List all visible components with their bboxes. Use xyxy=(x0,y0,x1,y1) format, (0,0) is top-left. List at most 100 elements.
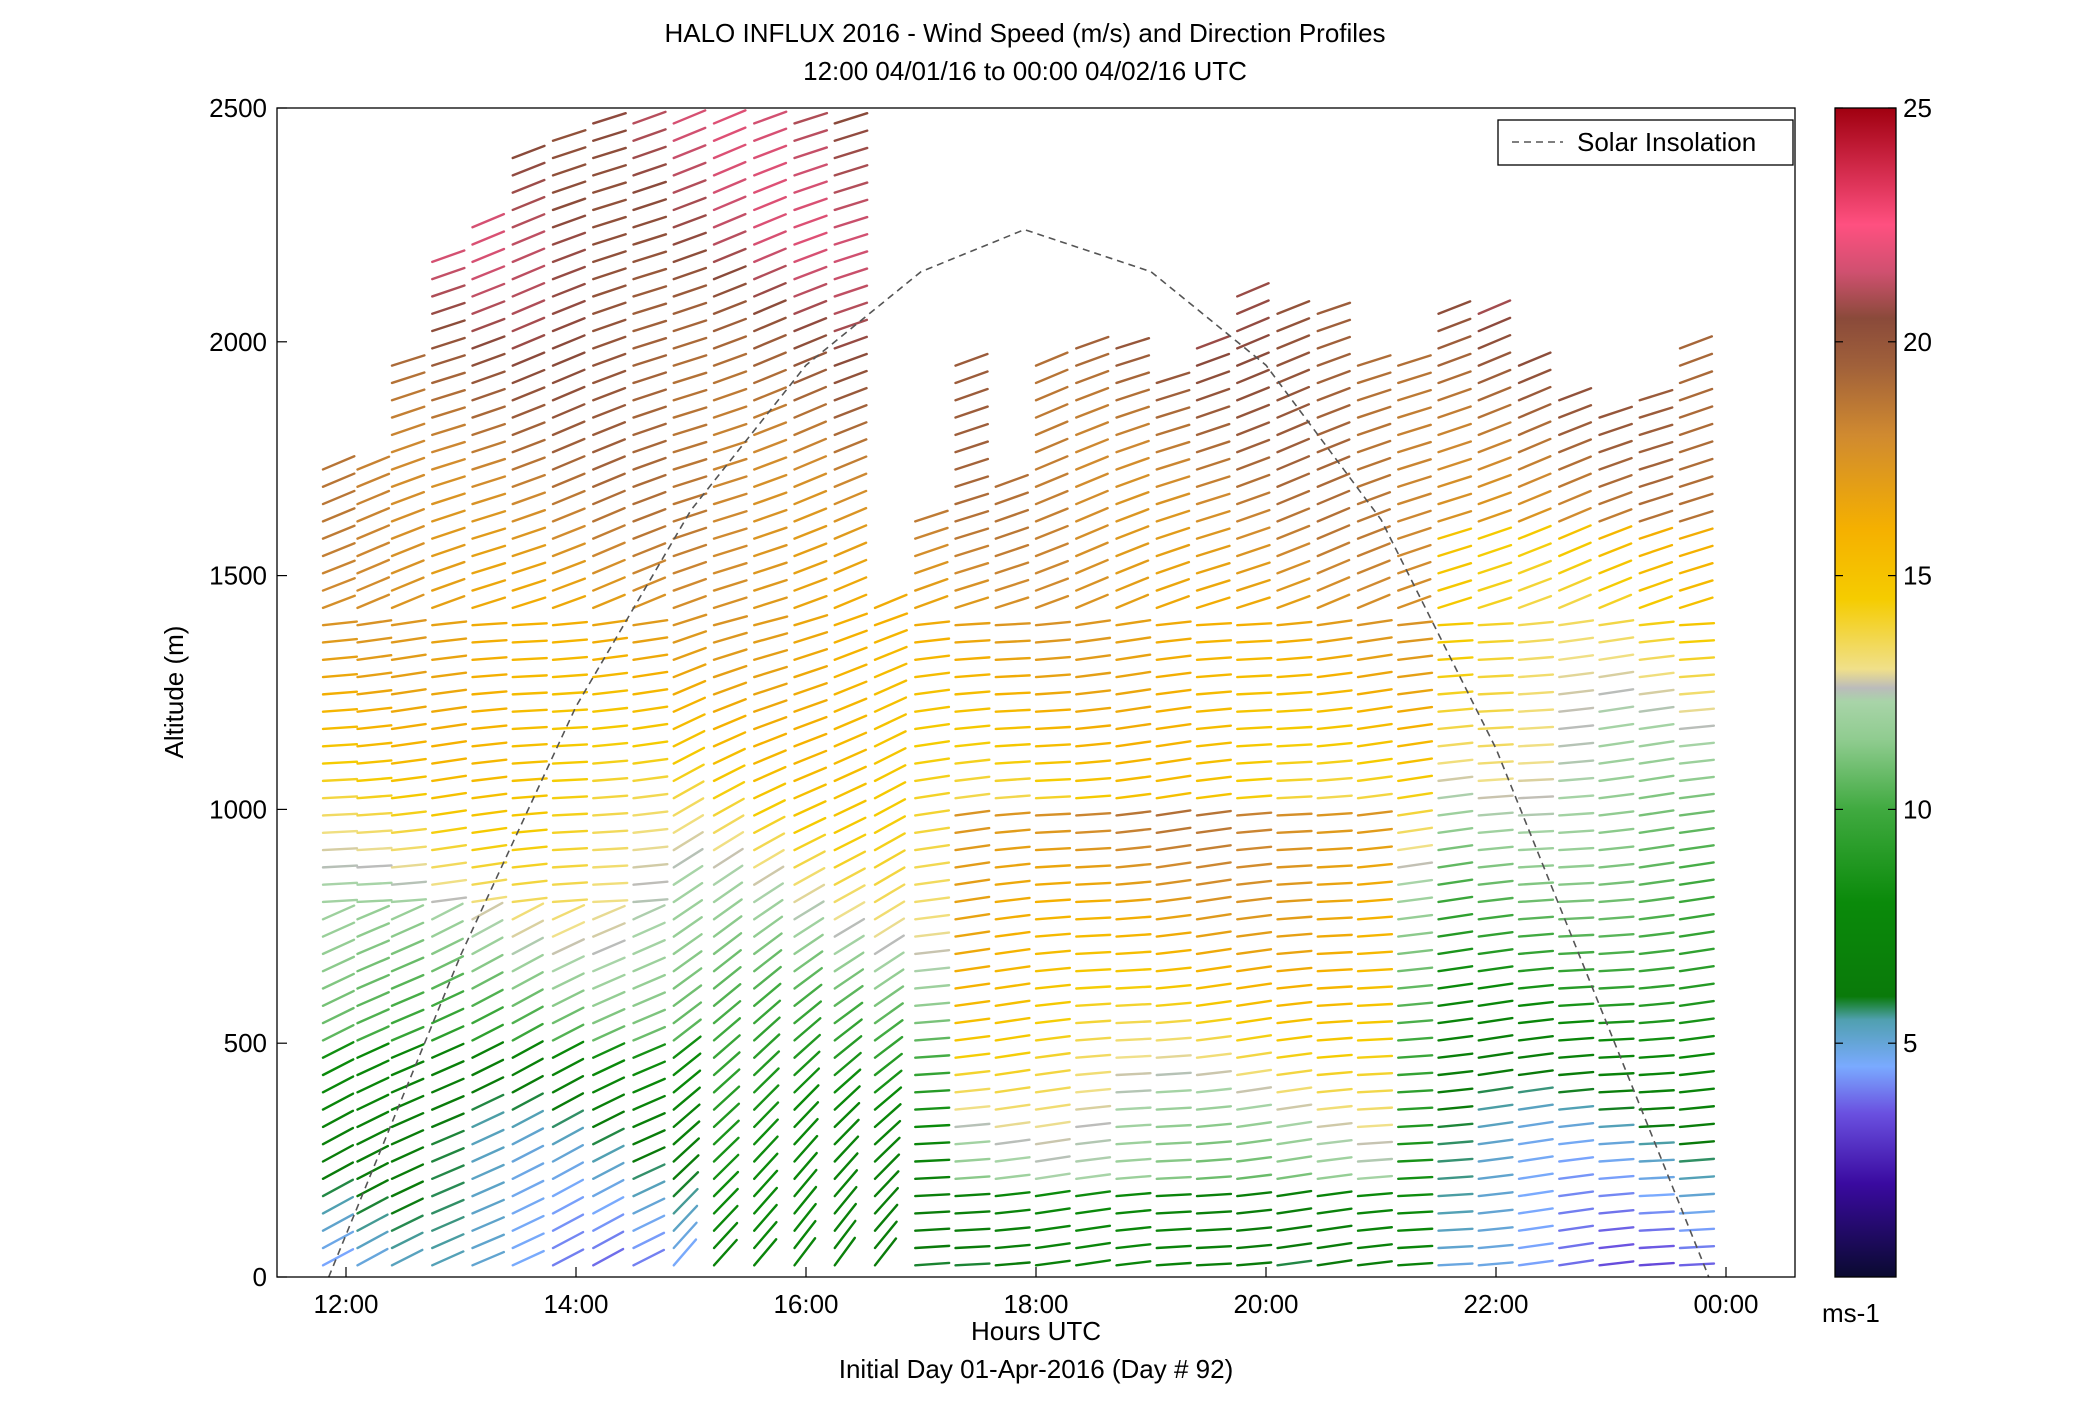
wind-barb xyxy=(1115,1123,1152,1129)
wind-barb xyxy=(1356,845,1394,852)
wind-barb xyxy=(632,198,668,212)
wind-barb xyxy=(1236,421,1271,437)
wind-barb xyxy=(753,799,786,817)
wind-barb xyxy=(592,558,626,575)
wind-barb xyxy=(914,966,951,973)
wind-barb xyxy=(511,526,547,540)
wind-barb xyxy=(712,714,747,731)
wind-barb xyxy=(1598,422,1633,437)
wind-barb xyxy=(1236,1121,1273,1129)
wind-barb xyxy=(954,475,990,488)
wind-barb xyxy=(914,509,949,523)
wind-barb xyxy=(1075,1259,1112,1267)
wind-barb xyxy=(914,1071,951,1077)
wind-barb xyxy=(954,1175,991,1181)
wind-barb xyxy=(753,1152,779,1181)
wind-barb xyxy=(1356,542,1391,558)
wind-barb xyxy=(1236,386,1270,402)
wind-barb xyxy=(1598,880,1635,886)
wind-barb xyxy=(1437,352,1472,367)
wind-barb xyxy=(1356,1072,1394,1077)
wind-barb xyxy=(1075,541,1109,558)
wind-barb xyxy=(632,688,669,696)
wind-barb xyxy=(1598,897,1635,904)
wind-barb xyxy=(1075,829,1112,834)
wind-barb xyxy=(914,620,951,627)
wind-barb xyxy=(1638,654,1675,661)
wind-barb xyxy=(753,508,788,523)
wind-barb xyxy=(994,1243,1031,1250)
wind-barb xyxy=(793,1202,817,1232)
wind-barb xyxy=(1397,1227,1434,1232)
wind-barb xyxy=(511,351,546,367)
wind-barb xyxy=(1195,561,1231,575)
wind-barb xyxy=(994,1034,1031,1042)
wind-barb xyxy=(1276,708,1313,713)
wind-barb xyxy=(1316,985,1353,990)
wind-barb xyxy=(1034,1052,1071,1059)
wind-barb xyxy=(1316,1139,1353,1146)
wind-barb xyxy=(1598,1260,1635,1267)
wind-barb xyxy=(592,864,629,869)
wind-barb xyxy=(431,577,466,592)
wind-barb xyxy=(1075,1224,1112,1232)
wind-barb xyxy=(356,619,393,627)
wind-barb xyxy=(1276,795,1313,800)
wind-barb xyxy=(753,316,787,333)
wind-barb xyxy=(914,705,951,713)
wind-barb xyxy=(390,576,425,592)
wind-barb xyxy=(471,457,507,471)
wind-barb xyxy=(833,421,868,437)
wind-barb xyxy=(833,1219,857,1250)
wind-barb xyxy=(1638,688,1675,696)
wind-barb xyxy=(1477,316,1512,333)
wind-barb xyxy=(914,688,951,696)
wind-barb xyxy=(1356,473,1392,488)
wind-barb xyxy=(1397,475,1432,488)
wind-barb xyxy=(753,982,782,1007)
wind-barb xyxy=(1236,368,1270,385)
wind-barb xyxy=(632,991,666,1007)
wind-barb xyxy=(431,1164,465,1181)
wind-barb xyxy=(1356,576,1391,592)
wind-barb xyxy=(1115,525,1150,540)
wind-barb xyxy=(753,299,787,315)
wind-barb xyxy=(390,636,427,644)
wind-barb xyxy=(1155,984,1192,990)
wind-barb xyxy=(1517,594,1553,610)
wind-barb xyxy=(753,815,786,834)
wind-barb xyxy=(1034,403,1069,419)
wind-barb xyxy=(551,690,589,696)
wind-barb xyxy=(1397,826,1434,834)
wind-barb xyxy=(753,561,788,575)
wind-barb xyxy=(1236,708,1273,713)
wind-barb xyxy=(471,1093,505,1111)
wind-barb xyxy=(471,247,506,264)
wind-barb xyxy=(592,455,626,471)
wind-barb xyxy=(551,265,586,281)
wind-barb xyxy=(1195,965,1232,973)
wind-barb xyxy=(632,456,667,471)
wind-barb xyxy=(390,354,426,367)
wind-barb xyxy=(793,1084,820,1111)
wind-barb xyxy=(753,699,788,713)
wind-barb xyxy=(1598,792,1635,800)
wind-barb xyxy=(551,955,585,973)
wind-barb xyxy=(873,1069,903,1094)
wind-barb xyxy=(1316,541,1351,558)
wind-barb xyxy=(1678,440,1714,454)
wind-barb xyxy=(793,900,825,921)
wind-barb xyxy=(1115,576,1150,592)
wind-barb xyxy=(712,282,747,298)
wind-barb xyxy=(753,665,788,679)
wind-barb xyxy=(712,631,748,644)
wind-barb xyxy=(1638,809,1675,817)
wind-barb xyxy=(471,1233,505,1250)
wind-barb xyxy=(1437,1017,1474,1025)
wind-barb xyxy=(914,577,949,592)
wind-barb xyxy=(1195,930,1232,938)
wind-barb xyxy=(321,904,356,921)
wind-barb xyxy=(1397,843,1434,852)
wind-barb xyxy=(1477,760,1514,765)
wind-barb xyxy=(712,561,748,575)
